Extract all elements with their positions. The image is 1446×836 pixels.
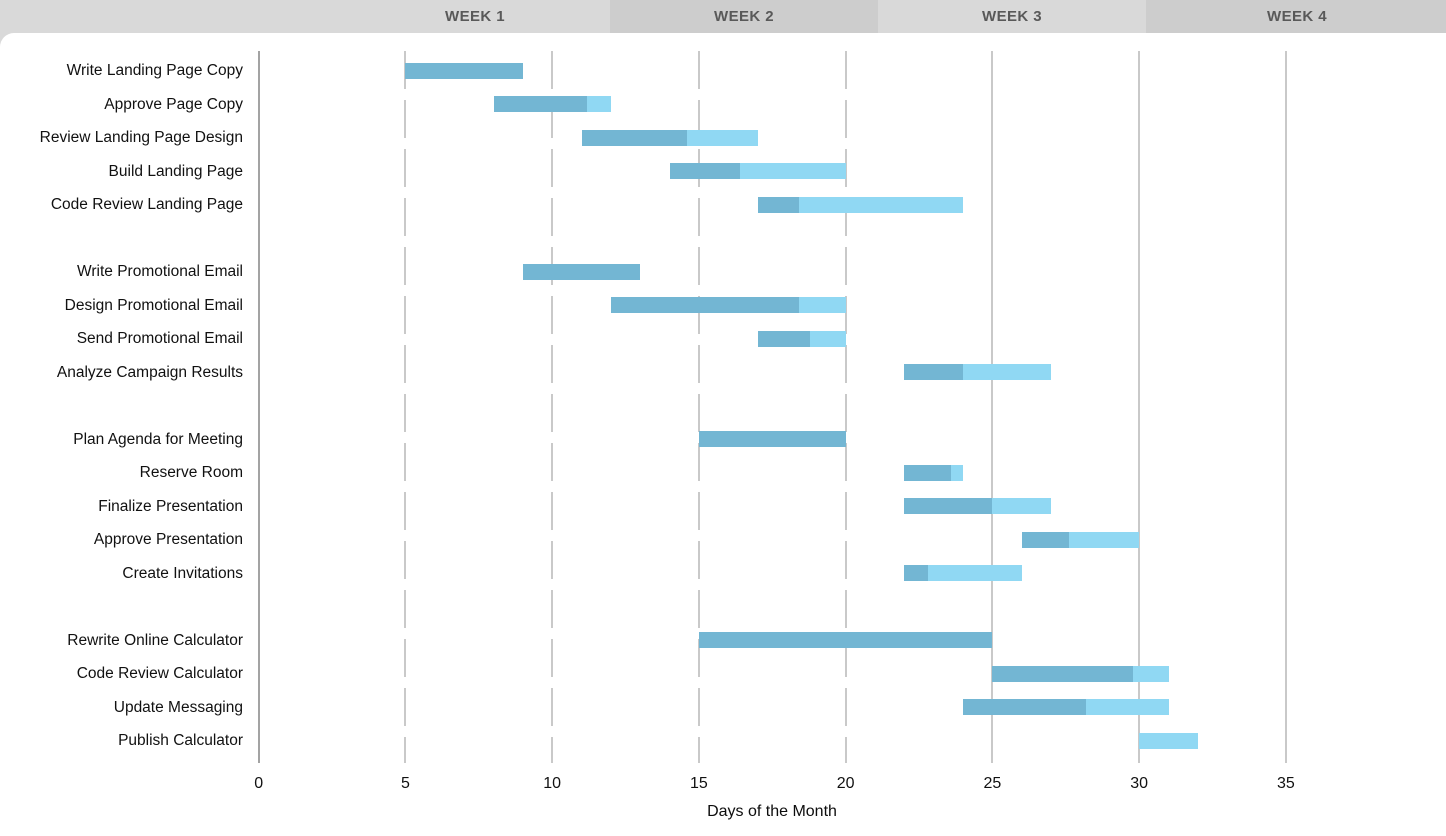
task-label-build-landing-page: Build Landing Page (108, 162, 243, 180)
bar-remaining-segment (963, 364, 1052, 380)
bar-complete-segment (1021, 531, 1069, 548)
week-label-week-2: WEEK 2 (714, 8, 774, 25)
bar-remaining-segment (798, 297, 846, 313)
bar-remaining-segment (1086, 699, 1169, 715)
x-tick-10: 10 (543, 775, 562, 792)
task-label-code-review-calculator: Code Review Calculator (76, 665, 243, 682)
gantt-bar-code-review-landing-page (757, 196, 964, 213)
bar-complete-segment (698, 632, 993, 648)
bar-remaining-segment (992, 498, 1052, 514)
bar-complete-segment (757, 330, 811, 347)
bar-complete-segment (963, 699, 1087, 715)
gantt-bar-write-landing-page-copy (405, 62, 523, 79)
bar-remaining-segment (927, 565, 1022, 581)
gantt-bar-code-review-calculator (992, 665, 1169, 682)
gantt-bar-update-messaging (963, 699, 1169, 715)
gantt-bar-approve-page-copy (493, 96, 611, 112)
bar-remaining-segment (587, 96, 611, 112)
gantt-bar-build-landing-page (669, 163, 846, 179)
task-label-code-review-landing-page: Code Review Landing Page (50, 196, 243, 213)
week-label-week-3: WEEK 3 (982, 8, 1042, 25)
bar-complete-segment (904, 565, 928, 581)
task-label-publish-calculator: Publish Calculator (118, 732, 243, 749)
week-header-strip: WEEK 1 WEEK 2 WEEK 3 WEEK 4 (0, 0, 1446, 33)
task-label-approve-page-copy: Approve Page Copy (104, 95, 243, 113)
task-label-review-landing-page-design: Review Landing Page Design (39, 129, 243, 146)
gridline-day-0 (257, 51, 260, 763)
gantt-bar-finalize-presentation (904, 498, 1052, 514)
x-tick-30: 30 (1130, 775, 1149, 792)
task-label-design-promotional-email: Design Promotional Email (64, 296, 243, 314)
gridline-day-20 (844, 51, 847, 763)
bar-complete-segment (669, 163, 741, 179)
gantt-bar-create-invitations (904, 565, 1022, 581)
task-label-send-promotional-email: Send Promotional Email (76, 330, 243, 347)
bar-remaining-segment (1068, 531, 1140, 548)
x-tick-20: 20 (836, 775, 855, 792)
x-tick-15: 15 (690, 775, 708, 792)
gantt-bar-approve-presentation (1021, 531, 1140, 548)
bar-complete-segment (992, 665, 1134, 682)
x-tick-0: 0 (254, 775, 264, 792)
gridline-day-5 (404, 51, 407, 763)
gantt-bar-reserve-room (904, 464, 964, 481)
bar-complete-segment (904, 464, 952, 481)
bar-remaining-segment (951, 464, 964, 481)
task-label-write-landing-page-copy: Write Landing Page Copy (66, 62, 243, 79)
x-tick-25: 25 (983, 775, 1002, 792)
week-band-dark-2 (1146, 0, 1446, 33)
task-label-analyze-campaign-results: Analyze Campaign Results (56, 363, 243, 381)
bar-remaining-segment (1139, 732, 1198, 749)
bar-complete-segment (493, 96, 588, 112)
week-band-dark-1 (610, 0, 878, 33)
bar-remaining-segment (687, 129, 758, 146)
gantt-bar-review-landing-page-design (581, 129, 758, 146)
bar-complete-segment (405, 62, 523, 79)
bar-complete-segment (581, 129, 688, 146)
gridline-day-15 (697, 51, 700, 763)
bar-complete-segment (757, 196, 799, 213)
bar-complete-segment (904, 364, 964, 380)
bar-remaining-segment (1133, 665, 1169, 682)
gantt-bar-write-promotional-email (522, 263, 641, 280)
task-label-write-promotional-email: Write Promotional Email (77, 263, 243, 280)
bar-complete-segment (904, 498, 993, 514)
bar-remaining-segment (798, 196, 964, 213)
task-label-approve-presentation: Approve Presentation (93, 531, 243, 548)
task-label-rewrite-online-calculator: Rewrite Online Calculator (67, 631, 243, 649)
gantt-bar-design-promotional-email (610, 297, 846, 313)
bar-complete-segment (522, 263, 641, 280)
x-tick-5: 5 (400, 775, 410, 792)
task-label-update-messaging: Update Messaging (113, 698, 243, 716)
bar-remaining-segment (810, 330, 846, 347)
task-label-plan-agenda-for-meeting: Plan Agenda for Meeting (73, 430, 243, 448)
bar-remaining-segment (740, 163, 846, 179)
week-label-week-4: WEEK 4 (1267, 8, 1327, 25)
gridline-day-30 (1138, 51, 1141, 763)
plot-card-rounded-corner (0, 33, 16, 49)
task-label-create-invitations: Create Invitations (122, 564, 243, 582)
gantt-bar-send-promotional-email (757, 330, 846, 347)
x-tick-35: 35 (1277, 775, 1295, 792)
gridline-day-35 (1284, 51, 1287, 763)
gridline-day-25 (991, 51, 994, 763)
gantt-bar-analyze-campaign-results (904, 364, 1052, 380)
task-label-reserve-room: Reserve Room (139, 464, 243, 481)
task-label-finalize-presentation: Finalize Presentation (98, 497, 243, 515)
bar-complete-segment (610, 297, 799, 313)
gridline-day-10 (551, 51, 554, 763)
gantt-bar-publish-calculator (1139, 732, 1198, 749)
bar-complete-segment (698, 431, 846, 447)
week-label-week-1: WEEK 1 (445, 8, 505, 25)
gantt-bar-rewrite-online-calculator (698, 632, 993, 648)
x-axis-title: Days of the Month (707, 803, 837, 820)
gantt-bar-plan-agenda-for-meeting (698, 431, 846, 447)
